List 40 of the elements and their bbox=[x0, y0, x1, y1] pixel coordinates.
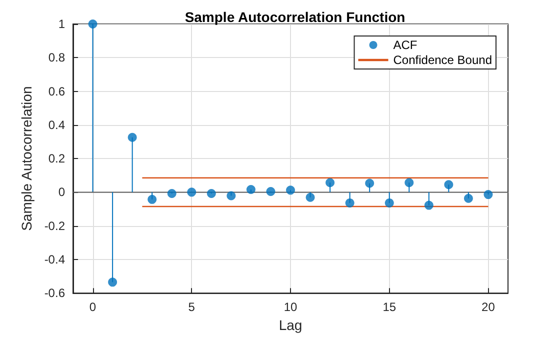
point bbox=[384, 198, 394, 208]
point bbox=[128, 132, 137, 142]
point bbox=[167, 189, 176, 198]
point bbox=[424, 200, 434, 210]
point bbox=[226, 191, 236, 200]
legend-label: ACF bbox=[393, 38, 418, 52]
point bbox=[484, 190, 493, 200]
y-tick-label: 0.8 bbox=[48, 50, 66, 65]
x-tick-label: 20 bbox=[482, 300, 496, 314]
point bbox=[326, 178, 335, 188]
chart-title: Sample Autocorrelation Function bbox=[184, 9, 406, 25]
y-tick-label: 0.6 bbox=[48, 84, 66, 98]
y-axis-title: Sample Autocorrelation bbox=[18, 86, 34, 231]
y-tick-label: -0.2 bbox=[44, 218, 66, 233]
y-tick-label: 1 bbox=[58, 17, 66, 31]
y-tick-label: 0.4 bbox=[48, 118, 66, 132]
y-tick-label: 0.2 bbox=[48, 152, 66, 166]
point bbox=[404, 178, 414, 188]
x-tick-label: 15 bbox=[382, 300, 396, 314]
point bbox=[345, 198, 354, 208]
point bbox=[88, 20, 98, 28]
x-tick-label: 0 bbox=[89, 300, 96, 314]
point bbox=[266, 187, 276, 196]
point bbox=[444, 180, 454, 190]
point bbox=[148, 194, 157, 204]
x-tick-label: 5 bbox=[188, 300, 196, 314]
point bbox=[246, 185, 256, 194]
x-axis-title: Lag bbox=[278, 317, 302, 333]
point bbox=[286, 186, 295, 195]
legend-label: Confidence Bound bbox=[393, 53, 492, 67]
point bbox=[206, 189, 216, 198]
y-tick-label: 0 bbox=[58, 185, 66, 200]
y-tick-label: -0.4 bbox=[44, 252, 66, 266]
y-tick-label: -0.6 bbox=[44, 286, 66, 300]
point bbox=[464, 194, 473, 203]
x-tick-label: 10 bbox=[284, 300, 298, 314]
point bbox=[187, 188, 196, 197]
point bbox=[306, 192, 315, 202]
point bbox=[108, 278, 118, 287]
point bbox=[365, 178, 374, 188]
